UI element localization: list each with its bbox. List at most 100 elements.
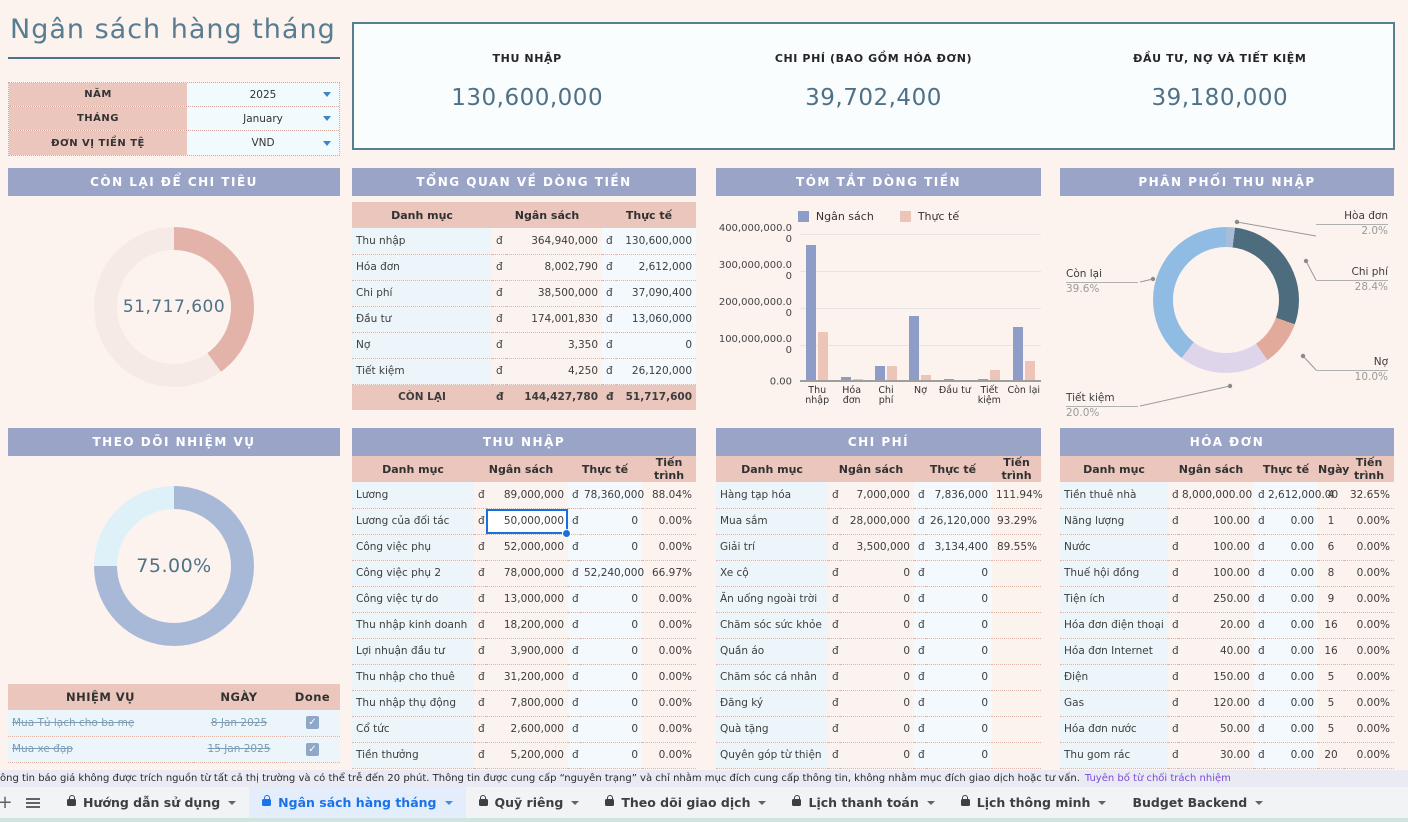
table-cell[interactable]: 3,134,400 xyxy=(926,534,992,560)
table-cell[interactable]: 5 xyxy=(1318,716,1344,742)
table-row[interactable]: Thu nhập kinh doanhđ18,200,000đ00.00% xyxy=(352,612,696,638)
table-cell[interactable]: Chi phí xyxy=(352,280,492,306)
table-cell[interactable]: Gas xyxy=(1060,690,1168,716)
table-cell[interactable]: 2,612,000.00 xyxy=(1264,482,1318,508)
chevron-down-icon[interactable] xyxy=(445,801,453,805)
table-row[interactable]: Hóa đơn điện thoạiđ20.00đ0.00160.00% xyxy=(1060,612,1394,638)
currency-dropdown[interactable]: VND xyxy=(187,131,339,155)
table-cell[interactable]: Tiền thưởng xyxy=(352,742,474,768)
sheet-tab-3[interactable]: Quỹ riêng xyxy=(466,787,593,818)
table-cell[interactable]: 20.00 xyxy=(1178,612,1254,638)
table-cell[interactable]: 130,600,000 xyxy=(616,228,696,254)
table-cell[interactable]: 0.00 xyxy=(1264,690,1318,716)
table-cell[interactable]: Tiện ích xyxy=(1060,586,1168,612)
sheet-tab-7[interactable]: Budget Backend xyxy=(1119,787,1276,818)
table-cell[interactable]: 0 xyxy=(840,586,914,612)
table-cell[interactable]: 111.94% xyxy=(992,482,1041,508)
table-cell[interactable]: đ xyxy=(828,716,840,742)
table-cell[interactable]: đ xyxy=(1168,690,1178,716)
table-cell[interactable]: 0 xyxy=(840,716,914,742)
table-cell[interactable]: 0.00% xyxy=(1344,612,1394,638)
table-cell[interactable]: đ xyxy=(1254,482,1264,508)
table-cell[interactable]: 13,060,000 xyxy=(616,306,696,332)
table-cell[interactable]: 174,001,830 xyxy=(506,306,602,332)
table-cell[interactable] xyxy=(992,612,1041,638)
table-cell[interactable]: đ xyxy=(568,586,580,612)
table-cell[interactable]: 8,000,000.00 xyxy=(1178,482,1254,508)
table-cell[interactable]: 88.04% xyxy=(642,482,696,508)
table-cell[interactable]: Mua xe đạp xyxy=(8,736,193,762)
table-cell[interactable]: 0.00 xyxy=(1264,716,1318,742)
table-cell[interactable]: 18,200,000 xyxy=(486,612,568,638)
table-cell[interactable]: 0.00% xyxy=(642,586,696,612)
table-cell[interactable]: đ xyxy=(914,560,926,586)
table-cell[interactable]: đ xyxy=(1254,508,1264,534)
table-row[interactable]: Điệnđ150.00đ0.0050.00% xyxy=(1060,664,1394,690)
table-cell[interactable]: 50.00 xyxy=(1178,716,1254,742)
table-cell[interactable]: 0.00% xyxy=(1344,638,1394,664)
table-row[interactable]: Mua xe đạp15 Jan 2025✓ xyxy=(8,736,340,762)
table-cell[interactable]: 0.00 xyxy=(1264,638,1318,664)
table-row[interactable]: Năng lượngđ100.00đ0.0010.00% xyxy=(1060,508,1394,534)
table-cell[interactable]: Thu nhập xyxy=(352,228,492,254)
table-cell[interactable]: 32.65% xyxy=(1344,482,1394,508)
table-cell[interactable]: 20 xyxy=(1318,742,1344,768)
table-cell[interactable]: đ xyxy=(474,586,486,612)
table-cell[interactable]: đ xyxy=(474,716,486,742)
table-cell[interactable]: đ xyxy=(568,690,580,716)
table-cell[interactable]: đ xyxy=(568,534,580,560)
table-cell[interactable]: đ xyxy=(828,560,840,586)
table-cell[interactable]: đ xyxy=(914,612,926,638)
table-cell[interactable]: đ xyxy=(568,742,580,768)
table-cell[interactable]: 5 xyxy=(1318,690,1344,716)
table-cell[interactable]: Tiền thuê nhà xyxy=(1060,482,1168,508)
table-cell[interactable]: 6 xyxy=(1318,534,1344,560)
table-cell[interactable]: Quyên góp từ thiện xyxy=(716,742,828,768)
table-row[interactable]: Giải tríđ3,500,000đ3,134,40089.55% xyxy=(716,534,1041,560)
table-row[interactable]: Thu nhậpđ364,940,000đ130,600,000 xyxy=(352,228,696,254)
table-cell[interactable]: Đăng ký xyxy=(716,690,828,716)
table-cell[interactable]: 0 xyxy=(926,742,992,768)
table-cell[interactable]: 16 xyxy=(1318,638,1344,664)
table-cell[interactable]: đ xyxy=(828,508,840,534)
table-row[interactable]: Công việc phụ 2đ78,000,000đ52,240,00066.… xyxy=(352,560,696,586)
table-cell[interactable]: Năng lượng xyxy=(1060,508,1168,534)
table-cell[interactable]: đ xyxy=(1254,586,1264,612)
table-cell[interactable]: 0 xyxy=(926,560,992,586)
table-cell[interactable]: 0 xyxy=(580,586,642,612)
table-cell[interactable]: Hàng tạp hóa xyxy=(716,482,828,508)
table-row[interactable]: Nướcđ100.00đ0.0060.00% xyxy=(1060,534,1394,560)
table-cell[interactable]: Thuế hội đồng xyxy=(1060,560,1168,586)
table-cell[interactable]: 364,940,000 xyxy=(506,228,602,254)
table-cell[interactable]: 0.00% xyxy=(642,534,696,560)
table-cell[interactable]: 0 xyxy=(926,716,992,742)
table-cell[interactable]: đ xyxy=(828,638,840,664)
table-cell[interactable]: 3,350 xyxy=(506,332,602,358)
table-cell[interactable]: đ xyxy=(828,482,840,508)
table-row[interactable]: Thu nhập cho thuêđ31,200,000đ00.00% xyxy=(352,664,696,690)
table-cell[interactable]: Hóa đơn điện thoại xyxy=(1060,612,1168,638)
table-cell[interactable]: Nước xyxy=(1060,534,1168,560)
table-cell[interactable]: đ xyxy=(602,228,616,254)
table-cell[interactable]: 0.00% xyxy=(1344,664,1394,690)
table-cell[interactable]: đ xyxy=(828,612,840,638)
table-row[interactable]: Mua Tủ lạch cho ba mẹ8 Jan 2025✓ xyxy=(8,710,340,736)
table-cell[interactable]: 0 xyxy=(580,690,642,716)
table-cell[interactable] xyxy=(992,586,1041,612)
table-cell[interactable]: đ xyxy=(914,482,926,508)
table-cell[interactable]: 0.00% xyxy=(1344,586,1394,612)
sheet-tab-4[interactable]: Theo dõi giao dịch xyxy=(592,787,779,818)
table-cell[interactable]: đ xyxy=(474,534,486,560)
table-cell[interactable]: 0 xyxy=(840,742,914,768)
table-cell[interactable]: đ xyxy=(474,508,486,534)
table-cell[interactable]: 0 xyxy=(580,742,642,768)
table-cell[interactable]: Ăn uống ngoài trời xyxy=(716,586,828,612)
table-cell[interactable]: đ xyxy=(568,482,580,508)
table-cell[interactable]: 0 xyxy=(926,586,992,612)
table-cell[interactable]: đ xyxy=(828,690,840,716)
table-cell[interactable]: 30.00 xyxy=(1178,742,1254,768)
table-cell[interactable]: đ xyxy=(602,306,616,332)
table-cell[interactable] xyxy=(992,638,1041,664)
all-sheets-button[interactable] xyxy=(26,798,40,808)
table-row[interactable]: Lương của đối tácđ50,000,000đ00.00% xyxy=(352,508,696,534)
